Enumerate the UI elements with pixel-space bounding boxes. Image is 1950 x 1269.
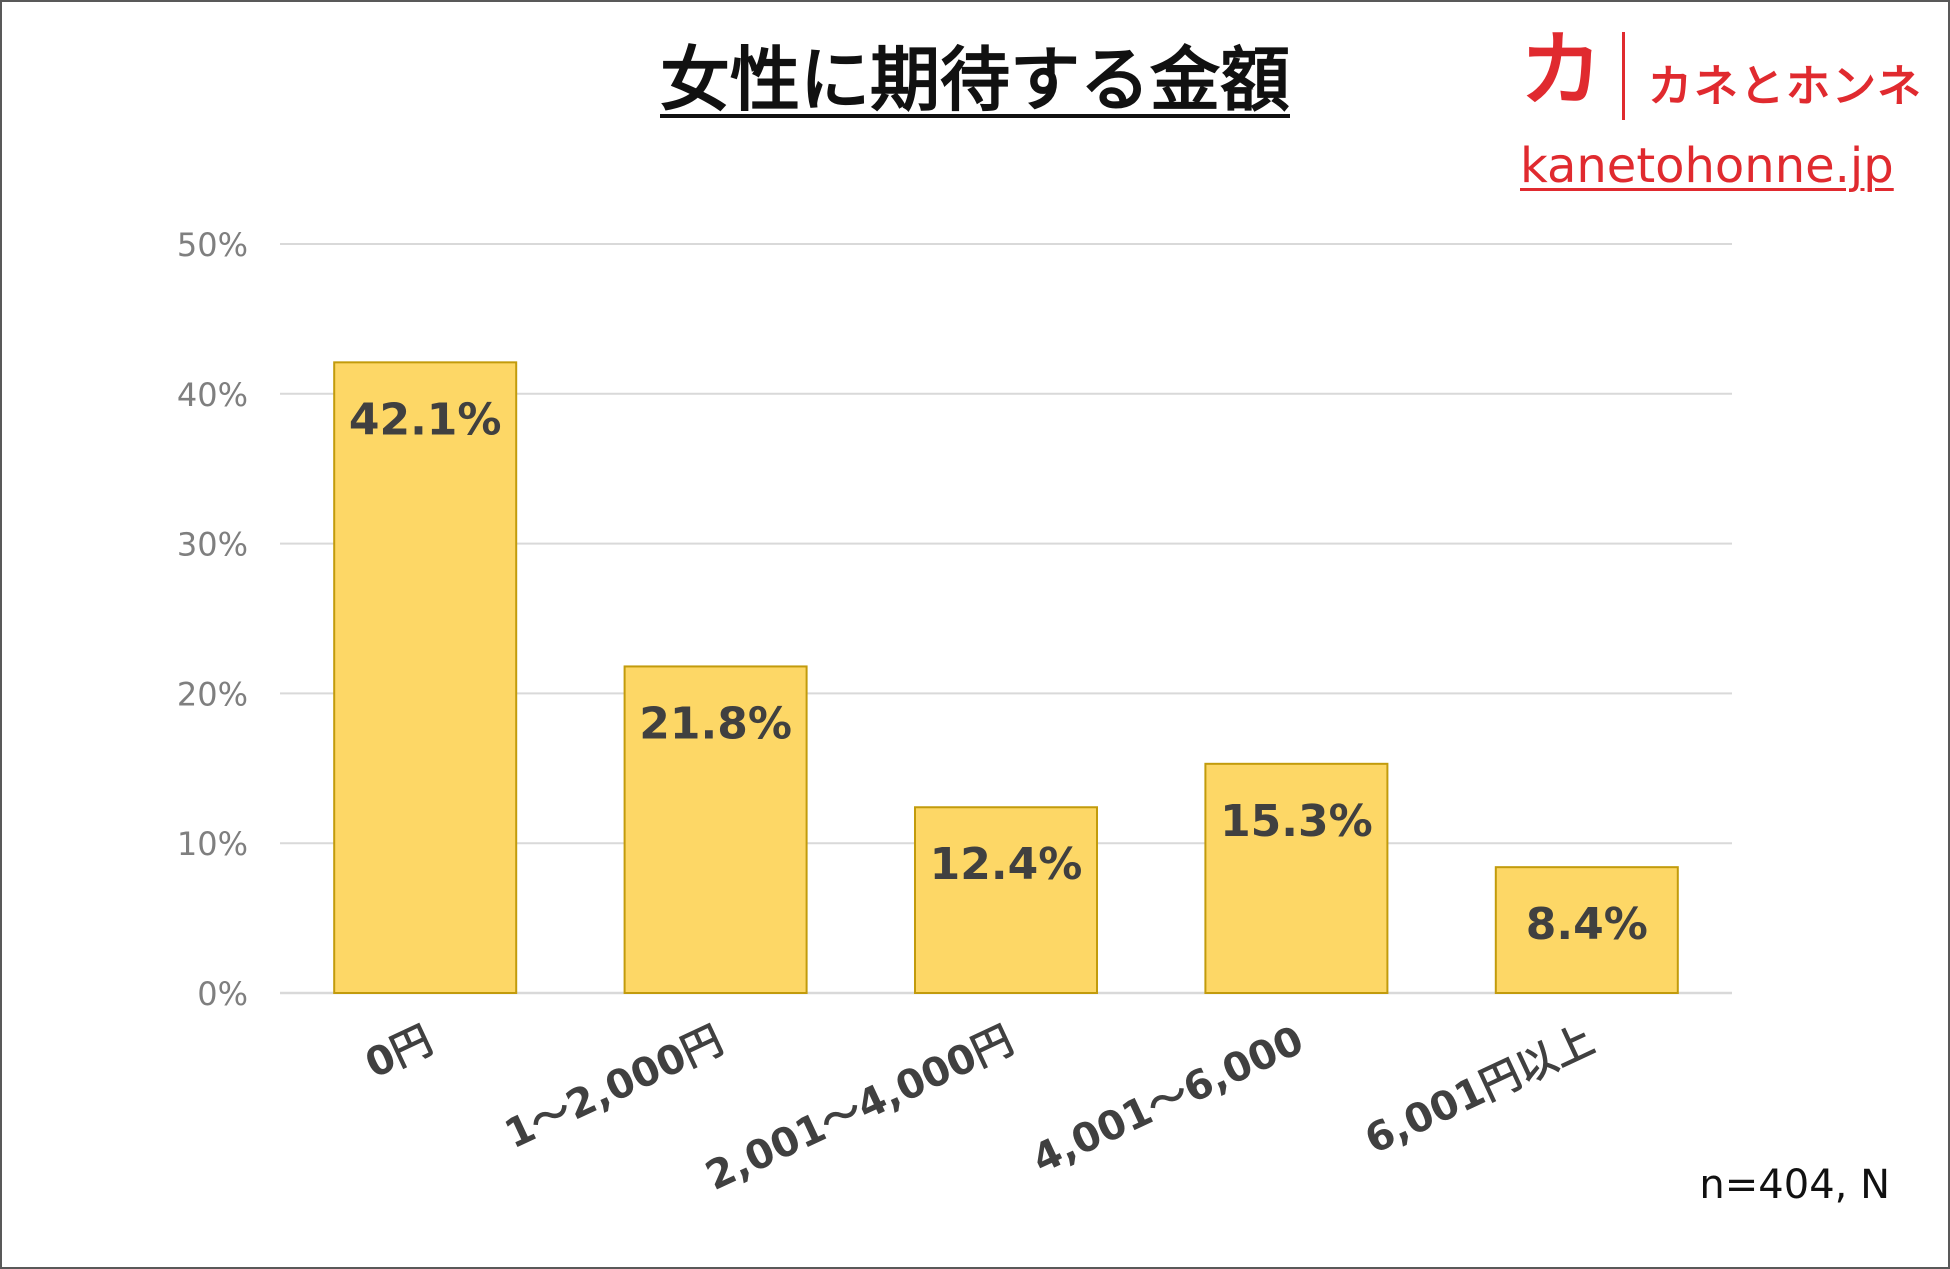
bar bbox=[914, 806, 1098, 994]
x-category-label: 1～2,000円 bbox=[498, 1017, 730, 1158]
data-label: 12.4% bbox=[930, 839, 1083, 890]
brand-mark: カ bbox=[1520, 23, 1603, 118]
x-category-label: 0円 bbox=[358, 1017, 439, 1087]
brand-name: カネとホンネ bbox=[1648, 61, 1924, 112]
brand-logo[interactable]: カ カネとホンネ bbox=[1520, 23, 1924, 130]
bar bbox=[1494, 866, 1679, 995]
bar bbox=[1204, 762, 1389, 995]
y-tick-label: 10% bbox=[177, 825, 248, 863]
y-tick-label: 0% bbox=[197, 975, 248, 1013]
data-label-layer: 42.1% 21.8% 12.4% 15.3% 8.4% bbox=[349, 394, 1648, 950]
site-link[interactable]: kanetohonne.jp bbox=[1520, 138, 1894, 194]
bar bbox=[333, 361, 518, 995]
data-label: 21.8% bbox=[639, 698, 792, 749]
data-label: 8.4% bbox=[1526, 899, 1648, 950]
chart-title: 女性に期待する金額 bbox=[600, 42, 1350, 119]
brand-divider bbox=[1622, 32, 1625, 120]
chart-title-text: 女性に期待する金額 bbox=[660, 39, 1290, 121]
y-tick-label: 40% bbox=[177, 376, 248, 414]
x-category-label: 6,001円以上 bbox=[1358, 1017, 1601, 1163]
sample-size-note: n=404, N bbox=[1699, 1162, 1890, 1208]
y-axis-ticks: 0% 10% 20% 30% 40% 50% bbox=[177, 226, 248, 1013]
y-tick-label: 20% bbox=[177, 675, 248, 713]
bar bbox=[623, 665, 808, 994]
x-category-label: 4,001～6,000 bbox=[1026, 1017, 1311, 1183]
x-category-label: 2,001～4,000円 bbox=[699, 1017, 1020, 1199]
y-tick-label: 50% bbox=[177, 226, 248, 264]
data-label: 42.1% bbox=[349, 394, 502, 445]
y-tick-label: 30% bbox=[177, 526, 248, 564]
data-label: 15.3% bbox=[1220, 796, 1373, 847]
bar-layer bbox=[333, 361, 1679, 995]
